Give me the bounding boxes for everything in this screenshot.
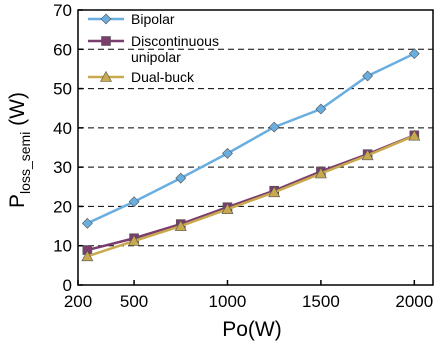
data-point <box>361 149 374 161</box>
grid-lines <box>78 48 433 247</box>
data-point <box>81 217 93 229</box>
y-axis-ticks: 0 10 20 30 40 50 60 70 <box>53 1 83 295</box>
data-point <box>222 147 233 159</box>
data-point <box>268 121 280 133</box>
legend-item: Dual-buck <box>88 69 195 85</box>
x-axis-ticks: 200 500 1000 1500 2000 <box>64 280 433 311</box>
legend-marker <box>100 13 112 25</box>
x-axis-title: Po(W) <box>222 318 282 341</box>
legend-item: Bipolar <box>88 11 175 27</box>
legend-label: Bipolar <box>131 11 175 27</box>
series-line <box>86 52 415 225</box>
data-point <box>175 172 187 184</box>
y-axis-title-main: P <box>6 194 29 208</box>
data-point <box>81 250 94 262</box>
y-tick-label: 20 <box>53 197 72 216</box>
y-tick-label: 30 <box>53 158 72 177</box>
y-tick-label: 60 <box>53 40 72 59</box>
y-tick-label: 0 <box>63 276 72 295</box>
data-point <box>362 70 374 82</box>
plot-frame <box>77 9 434 286</box>
legend-label: unipolar <box>131 49 181 65</box>
series-diamond <box>81 48 420 229</box>
data-point <box>268 186 281 198</box>
data-point <box>315 103 327 115</box>
y-tick-label: 50 <box>53 80 72 99</box>
y-axis-title-unit: (W) <box>6 92 29 132</box>
x-tick-label: 1500 <box>302 292 340 311</box>
legend-marker <box>101 36 111 46</box>
data-point <box>174 219 187 231</box>
data-point <box>128 234 141 246</box>
y-axis-title-subscript: loss_semi <box>17 132 33 194</box>
x-tick-label: 200 <box>64 292 92 311</box>
data-point <box>221 203 234 214</box>
series-line <box>86 134 415 258</box>
data-point <box>314 167 327 179</box>
legend-label: Discontinuous <box>131 33 219 49</box>
data-point <box>408 129 421 141</box>
y-tick-label: 10 <box>53 237 72 256</box>
y-tick-label: 70 <box>53 1 72 20</box>
series-group <box>81 48 421 262</box>
series-triangle <box>81 129 421 262</box>
y-axis-title: Ploss_semi (W) <box>6 92 33 208</box>
x-tick-label: 1000 <box>209 292 247 311</box>
x-tick-label: 2000 <box>395 292 433 311</box>
legend-marker <box>99 70 113 82</box>
y-tick-label: 40 <box>53 119 72 138</box>
data-point <box>408 48 420 60</box>
x-tick-label: 500 <box>120 292 148 311</box>
data-point <box>128 196 140 208</box>
series-square <box>82 130 420 255</box>
legend-label: Dual-buck <box>131 69 195 85</box>
